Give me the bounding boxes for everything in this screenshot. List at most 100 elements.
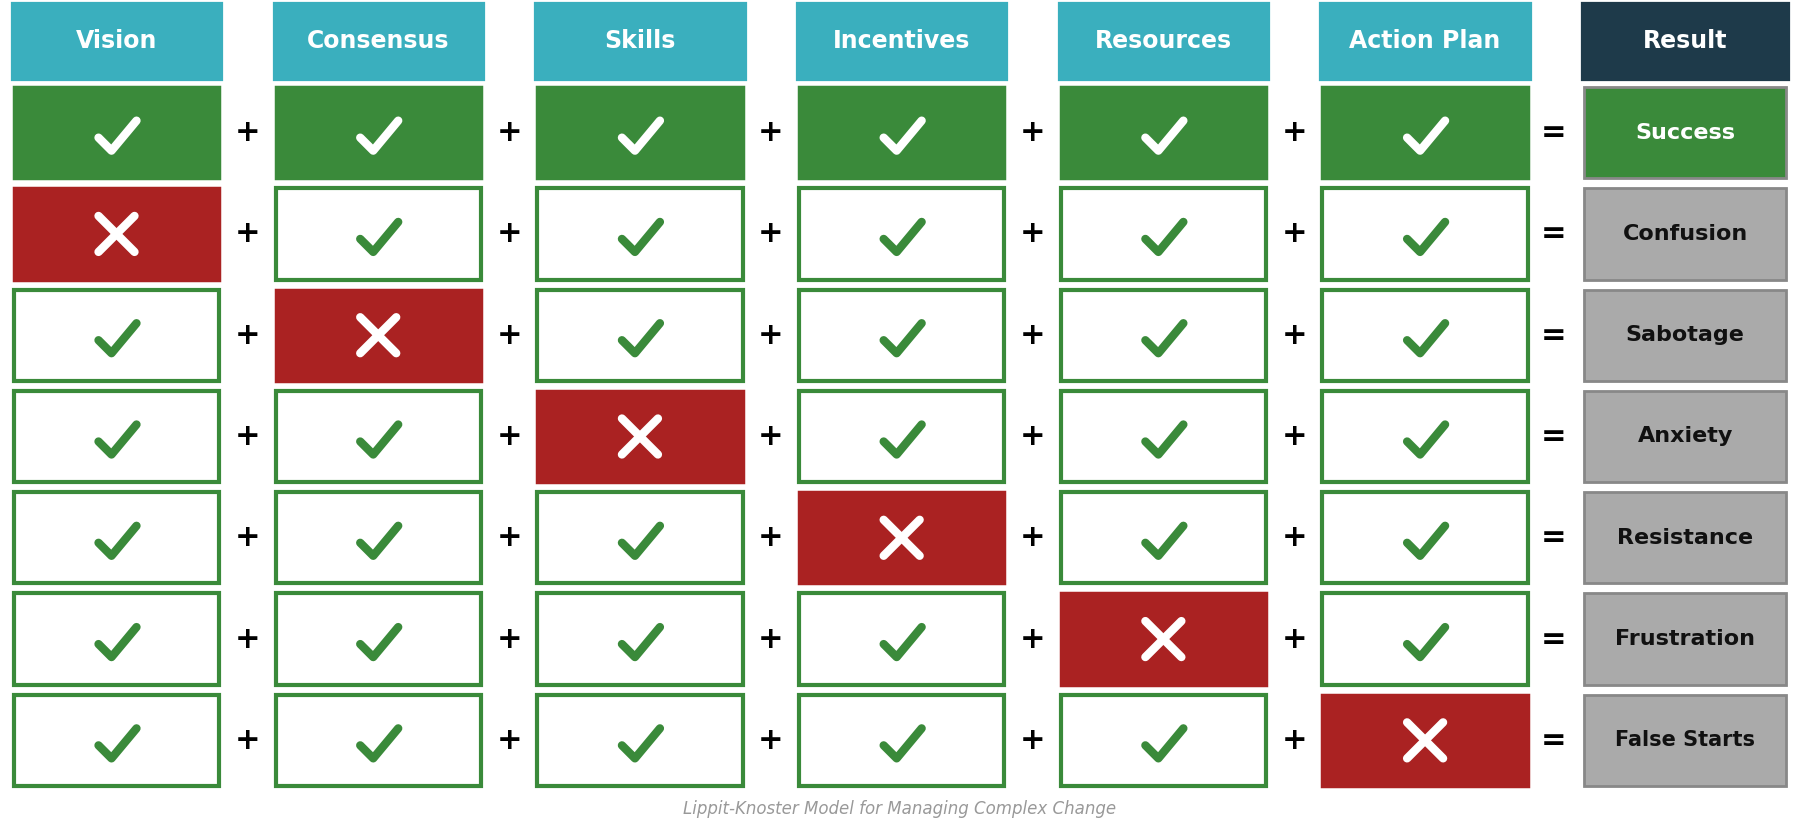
- Bar: [799, 492, 1004, 583]
- Text: +: +: [1282, 422, 1307, 451]
- Text: +: +: [234, 220, 261, 249]
- Bar: [14, 695, 220, 786]
- Text: =: =: [1541, 624, 1566, 653]
- Text: +: +: [1282, 624, 1307, 653]
- Text: +: +: [758, 524, 783, 553]
- Text: Success: Success: [1634, 122, 1735, 143]
- Bar: [536, 391, 743, 482]
- Text: +: +: [234, 118, 261, 147]
- Text: +: +: [758, 320, 783, 349]
- Text: Confusion: Confusion: [1622, 224, 1748, 244]
- Text: +: +: [758, 118, 783, 147]
- Bar: [270, 0, 486, 82]
- Text: +: +: [1021, 726, 1046, 755]
- Bar: [1323, 695, 1528, 786]
- Bar: [1323, 290, 1528, 381]
- Bar: [799, 391, 1004, 482]
- Text: Sabotage: Sabotage: [1625, 325, 1744, 345]
- Text: Skills: Skills: [605, 29, 675, 53]
- Bar: [275, 695, 481, 786]
- Bar: [275, 593, 481, 685]
- Text: +: +: [758, 422, 783, 451]
- Text: +: +: [497, 624, 522, 653]
- Text: Resistance: Resistance: [1616, 528, 1753, 548]
- Text: =: =: [1541, 320, 1566, 349]
- Bar: [536, 188, 743, 279]
- Bar: [1323, 188, 1528, 279]
- Bar: [1060, 87, 1265, 178]
- Bar: [536, 492, 743, 583]
- Text: =: =: [1541, 220, 1566, 249]
- Bar: [1060, 695, 1265, 786]
- Text: +: +: [497, 422, 522, 451]
- Bar: [1323, 593, 1528, 685]
- Bar: [14, 87, 220, 178]
- Bar: [1060, 593, 1265, 685]
- Bar: [536, 593, 743, 685]
- Text: +: +: [497, 726, 522, 755]
- Bar: [533, 0, 747, 82]
- Text: Resources: Resources: [1094, 29, 1231, 53]
- Text: +: +: [234, 624, 261, 653]
- Text: =: =: [1541, 422, 1566, 451]
- Bar: [14, 391, 220, 482]
- Bar: [1060, 188, 1265, 279]
- Bar: [1584, 492, 1786, 583]
- Text: +: +: [1021, 524, 1046, 553]
- Text: +: +: [1282, 524, 1307, 553]
- Text: +: +: [1021, 320, 1046, 349]
- Bar: [14, 188, 220, 279]
- Bar: [1584, 290, 1786, 381]
- Text: +: +: [497, 320, 522, 349]
- Bar: [1060, 391, 1265, 482]
- Bar: [536, 87, 743, 178]
- Bar: [275, 492, 481, 583]
- Bar: [799, 290, 1004, 381]
- Bar: [536, 695, 743, 786]
- Bar: [1323, 87, 1528, 178]
- Bar: [794, 0, 1010, 82]
- Text: Lippit-Knoster Model for Managing Complex Change: Lippit-Knoster Model for Managing Comple…: [684, 800, 1116, 818]
- Bar: [1584, 391, 1786, 482]
- Bar: [1584, 87, 1786, 178]
- Bar: [1060, 290, 1265, 381]
- Text: =: =: [1541, 118, 1566, 147]
- Text: +: +: [1282, 118, 1307, 147]
- Text: +: +: [758, 220, 783, 249]
- Text: False Starts: False Starts: [1615, 730, 1755, 750]
- Text: +: +: [234, 524, 261, 553]
- Text: +: +: [758, 624, 783, 653]
- Text: =: =: [1541, 726, 1566, 755]
- Bar: [14, 492, 220, 583]
- Text: +: +: [1282, 320, 1307, 349]
- Bar: [1579, 0, 1791, 82]
- Bar: [1323, 492, 1528, 583]
- Bar: [1323, 391, 1528, 482]
- Bar: [1584, 188, 1786, 279]
- Text: +: +: [234, 422, 261, 451]
- Text: +: +: [234, 726, 261, 755]
- Text: Incentives: Incentives: [833, 29, 970, 53]
- Bar: [275, 391, 481, 482]
- Bar: [799, 695, 1004, 786]
- Bar: [799, 188, 1004, 279]
- Text: +: +: [497, 524, 522, 553]
- Text: +: +: [497, 220, 522, 249]
- Bar: [275, 290, 481, 381]
- Text: +: +: [758, 726, 783, 755]
- Text: Consensus: Consensus: [308, 29, 450, 53]
- Bar: [14, 290, 220, 381]
- Bar: [1060, 492, 1265, 583]
- Bar: [799, 87, 1004, 178]
- Text: +: +: [1021, 118, 1046, 147]
- Text: +: +: [1282, 220, 1307, 249]
- Text: +: +: [1021, 220, 1046, 249]
- Bar: [1584, 593, 1786, 685]
- Bar: [1584, 695, 1786, 786]
- Text: +: +: [234, 320, 261, 349]
- Text: +: +: [1021, 422, 1046, 451]
- Bar: [1318, 0, 1534, 82]
- Bar: [799, 593, 1004, 685]
- Bar: [275, 188, 481, 279]
- Text: +: +: [1282, 726, 1307, 755]
